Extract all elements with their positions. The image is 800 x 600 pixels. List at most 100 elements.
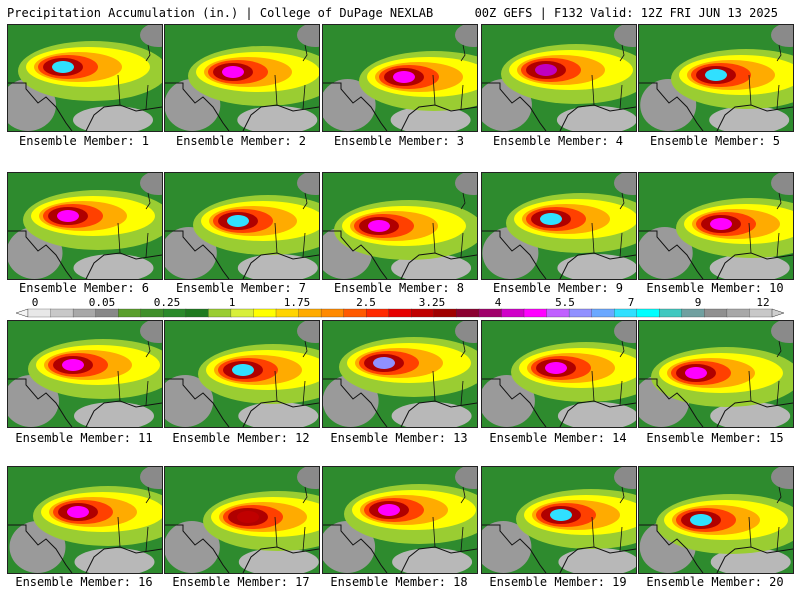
ensemble-member-label: Ensemble Member: 14	[489, 431, 627, 445]
precip-map	[639, 321, 793, 427]
colorbar-swatch	[208, 308, 232, 318]
precip-map	[8, 467, 162, 573]
ensemble-member-label: Ensemble Member: 1	[18, 134, 150, 148]
colorbar-swatch	[320, 308, 345, 318]
ensemble-member-label: Ensemble Member: 3	[333, 134, 465, 148]
precip-map	[323, 173, 477, 279]
precip-map	[8, 173, 162, 279]
ensemble-member-label: Ensemble Member: 16	[15, 575, 153, 589]
precip-map	[482, 25, 636, 131]
ensemble-panel	[638, 24, 794, 132]
colorbar-tick-label: 9	[694, 296, 702, 309]
colorbar-tick-label: 1	[228, 296, 236, 309]
ensemble-member-label: Ensemble Member: 13	[330, 431, 468, 445]
colorbar-swatch	[163, 308, 187, 318]
colorbar-tick-label: 1.75	[283, 296, 311, 309]
ensemble-panel	[164, 172, 320, 280]
colorbar-tick-label: 3.25	[418, 296, 446, 309]
ensemble-panel	[7, 172, 163, 280]
colorbar-tick-label: 0.05	[88, 296, 116, 309]
ensemble-member-label: Ensemble Member: 20	[646, 575, 784, 589]
ensemble-panel	[7, 320, 163, 428]
precip-map	[165, 25, 319, 131]
colorbar-swatch	[95, 308, 119, 318]
colorbar-swatch	[726, 308, 751, 318]
ensemble-panel	[481, 320, 637, 428]
precip-map	[482, 467, 636, 573]
ensemble-panel	[164, 320, 320, 428]
ensemble-member-label: Ensemble Member: 19	[489, 575, 627, 589]
ensemble-panel	[7, 24, 163, 132]
map-title: Precipitation Accumulation (in.) | Colle…	[7, 6, 434, 20]
colorbar-swatch	[411, 308, 435, 318]
precip-map	[323, 321, 477, 427]
colorbar-tick-label: 4	[494, 296, 502, 309]
ensemble-member-label: Ensemble Member: 5	[649, 134, 781, 148]
colorbar-tick-label: 0	[31, 296, 39, 309]
ensemble-panel	[481, 466, 637, 574]
ensemble-member-label: Ensemble Member: 15	[646, 431, 784, 445]
ensemble-panel	[322, 466, 478, 574]
precip-map	[165, 173, 319, 279]
colorbar-swatch	[704, 308, 728, 318]
colorbar-swatch	[275, 308, 300, 318]
precip-map	[165, 467, 319, 573]
precip-map	[482, 321, 636, 427]
colorbar-tick-label: 5.5	[555, 296, 575, 309]
ensemble-member-label: Ensemble Member: 18	[330, 575, 468, 589]
colorbar-swatch	[659, 308, 683, 318]
ensemble-panel	[638, 172, 794, 280]
ensemble-panel	[322, 24, 478, 132]
precip-map	[482, 173, 636, 279]
ensemble-member-label: Ensemble Member: 17	[172, 575, 310, 589]
ensemble-member-label: Ensemble Member: 6	[18, 281, 150, 295]
ensemble-member-label: Ensemble Member: 9	[492, 281, 624, 295]
ensemble-panel	[7, 466, 163, 574]
precip-map	[8, 25, 162, 131]
colorbar-swatch	[50, 308, 74, 318]
colorbar-swatch	[118, 308, 142, 318]
precip-map	[639, 25, 793, 131]
colorbar-swatch	[501, 308, 525, 318]
ensemble-panel	[322, 320, 478, 428]
ensemble-member-label: Ensemble Member: 4	[492, 134, 624, 148]
colorbar	[15, 308, 785, 318]
colorbar-tick-label: 0.25	[153, 296, 181, 309]
colorbar-tick-label: 2.5	[356, 296, 376, 309]
ensemble-member-label: Ensemble Member: 12	[172, 431, 310, 445]
colorbar-swatch	[298, 308, 322, 318]
ensemble-panel	[164, 466, 320, 574]
precip-map	[8, 321, 162, 427]
ensemble-panel	[638, 320, 794, 428]
ensemble-panel	[481, 172, 637, 280]
precip-map	[639, 173, 793, 279]
colorbar-swatch	[591, 308, 615, 318]
colorbar-tick-label: 12	[756, 296, 770, 309]
precip-map	[323, 467, 477, 573]
colorbar-swatch	[614, 308, 638, 318]
colorbar-swatch	[681, 308, 706, 318]
colorbar-swatch	[27, 308, 52, 318]
colorbar-swatch	[568, 308, 593, 318]
colorbar-swatch	[388, 308, 412, 318]
colorbar-swatch	[230, 308, 255, 318]
precip-map	[639, 467, 793, 573]
ensemble-member-label: Ensemble Member: 7	[175, 281, 307, 295]
colorbar-swatch	[140, 308, 164, 318]
colorbar-swatch	[366, 308, 390, 318]
colorbar-tick-label: 7	[627, 296, 635, 309]
colorbar-swatch	[343, 308, 367, 318]
colorbar-swatch	[478, 308, 503, 318]
run-valid-time: 00Z GEFS | F132 Valid: 12Z FRI JUN 13 20…	[474, 6, 778, 20]
ensemble-panel	[164, 24, 320, 132]
ensemble-member-label: Ensemble Member: 11	[15, 431, 153, 445]
colorbar-swatch	[749, 308, 773, 318]
ensemble-member-label: Ensemble Member: 2	[175, 134, 307, 148]
colorbar-swatch	[253, 308, 277, 318]
colorbar-swatch	[636, 308, 660, 318]
colorbar-swatch	[456, 308, 480, 318]
ensemble-panel	[638, 466, 794, 574]
precip-map	[323, 25, 477, 131]
ensemble-member-label: Ensemble Member: 10	[646, 281, 784, 295]
colorbar-swatch	[433, 308, 458, 318]
